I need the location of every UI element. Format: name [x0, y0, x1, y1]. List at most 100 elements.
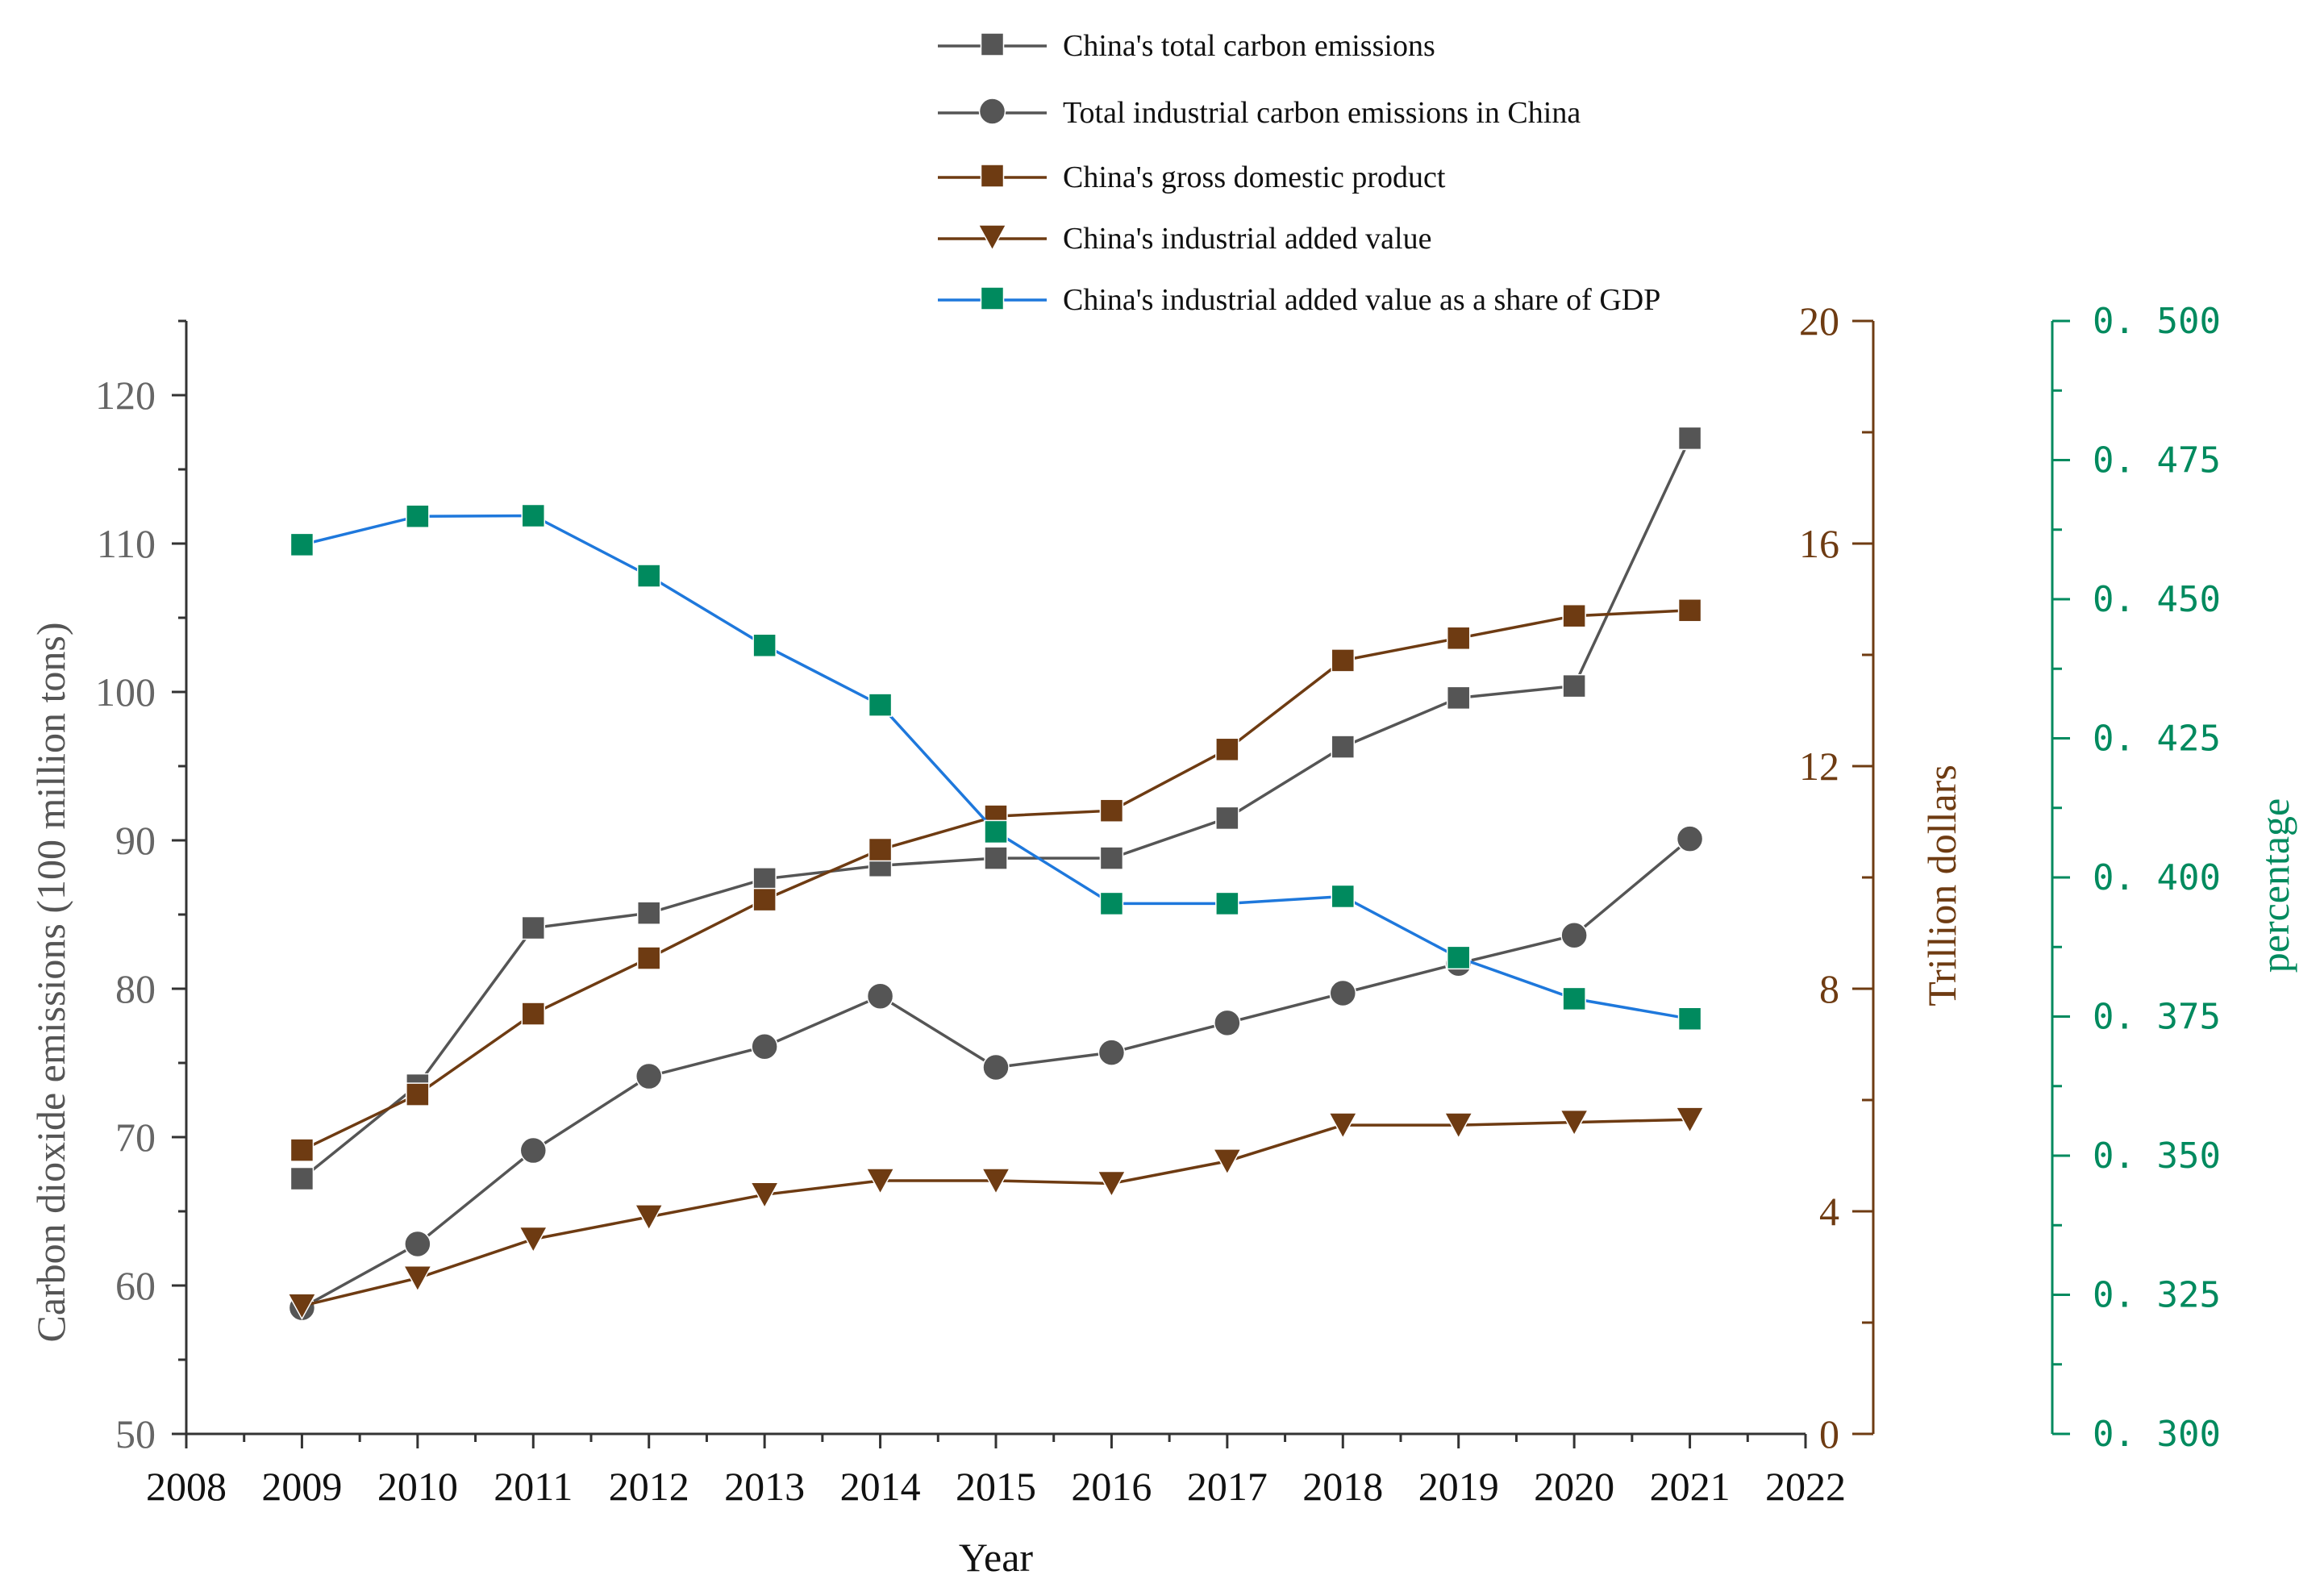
dollars-axis-tick-label: 20 [1799, 298, 1839, 344]
right-axis-title-percentage: percentage [2252, 798, 2297, 973]
data-point [1677, 426, 1702, 451]
data-point [404, 1230, 431, 1258]
dollars-axis-tick-label: 12 [1799, 744, 1839, 789]
data-point [1331, 648, 1356, 673]
data-point [634, 1204, 664, 1231]
data-point [636, 946, 661, 970]
data-point [519, 1226, 548, 1254]
data-point [1562, 673, 1586, 698]
data-point [1215, 737, 1239, 762]
series-line [301, 514, 1690, 1021]
legend-label: Total industrial carbon emissions in Chi… [1063, 96, 1581, 130]
data-point [1562, 603, 1586, 628]
data-point [635, 1062, 663, 1090]
left-axis-tick-label: 120 [95, 373, 156, 418]
series-5 [289, 503, 1702, 1031]
data-point [1676, 825, 1704, 852]
legend-item: China's gross domestic product [938, 160, 1446, 194]
left-axis-tick-label: 70 [115, 1115, 156, 1160]
data-point [1443, 1112, 1473, 1140]
legend-item: China's industrial added value as a shar… [938, 283, 1660, 317]
data-point [984, 846, 1008, 870]
data-point [1446, 945, 1471, 970]
data-point [521, 503, 546, 528]
percentage-axis-tick-label: 0. 375 [2093, 997, 2221, 1038]
dollars-axis-tick-label: 0 [1819, 1411, 1839, 1456]
data-point [519, 1136, 548, 1165]
data-point [751, 1033, 778, 1061]
data-point [1331, 735, 1356, 759]
x-axis-tick-label: 2015 [956, 1464, 1036, 1509]
data-point [1097, 1170, 1127, 1198]
data-point [749, 1181, 780, 1209]
data-point [1099, 846, 1124, 870]
series-3 [289, 598, 1702, 1162]
series [287, 426, 1705, 1322]
left-axis-tick-label: 80 [115, 966, 156, 1011]
right-axis-title-dollars: Trillion dollars [1919, 765, 1964, 1006]
data-point [1560, 922, 1588, 949]
percentage-axis-tick-label: 0. 425 [2093, 719, 2221, 760]
legend-label: China's industrial added value as a shar… [1063, 283, 1660, 317]
data-point [1328, 1112, 1358, 1140]
legend-label: China's total carbon emissions [1063, 29, 1435, 63]
dollars-axis-tick-label: 16 [1799, 521, 1839, 566]
data-point [289, 532, 314, 557]
x-axis-tick-label: 2021 [1650, 1464, 1731, 1509]
data-point [287, 1293, 317, 1320]
data-point [981, 1168, 1011, 1195]
legend-marker [980, 286, 1005, 310]
percentage-axis-tick-label: 0. 450 [2093, 579, 2221, 620]
x-axis-tick-label: 2022 [1765, 1464, 1846, 1509]
x-axis-tick-label: 2020 [1534, 1464, 1614, 1509]
series-4 [287, 1106, 1705, 1320]
data-point [1446, 626, 1471, 651]
data-point [1677, 598, 1702, 623]
data-point [1446, 685, 1471, 710]
data-point [1215, 806, 1239, 831]
legend-marker [980, 32, 1005, 56]
data-point [521, 915, 546, 940]
x-axis-tick-label: 2012 [609, 1464, 689, 1509]
percentage-axis-tick-label: 0. 350 [2093, 1136, 2221, 1177]
data-point [1675, 1106, 1705, 1134]
data-point [1099, 798, 1124, 823]
series-line [301, 1118, 1690, 1308]
left-axis-tick-label: 60 [115, 1263, 156, 1308]
x-axis-tick-label: 2019 [1418, 1464, 1499, 1509]
data-point [636, 564, 661, 588]
series-2 [288, 825, 1704, 1322]
dollars-axis-tick-label: 4 [1819, 1189, 1839, 1234]
data-point [1098, 1039, 1126, 1066]
data-point [402, 1265, 433, 1293]
data-point [1331, 884, 1356, 909]
data-point [521, 1002, 546, 1026]
x-axis-tick-label: 2016 [1071, 1464, 1152, 1509]
legend-item: China's industrial added value [938, 222, 1431, 256]
x-axis-tick-label: 2017 [1187, 1464, 1268, 1509]
data-point [1215, 891, 1239, 916]
data-point [866, 982, 894, 1010]
percentage-axis-tick-label: 0. 300 [2093, 1414, 2221, 1455]
legend-label: China's industrial added value [1063, 222, 1431, 256]
data-point [636, 901, 661, 925]
x-axis-tick-label: 2014 [840, 1464, 921, 1509]
percentage-axis-tick-label: 0. 325 [2093, 1275, 2221, 1316]
percentage-axis-tick-label: 0. 475 [2093, 440, 2221, 481]
data-point [752, 633, 777, 658]
x-axis-tick-label: 2018 [1302, 1464, 1383, 1509]
legend: China's total carbon emissions Total indu… [938, 29, 1660, 317]
x-axis-tick-label: 2008 [146, 1464, 227, 1509]
data-point [289, 1166, 314, 1191]
data-point [982, 1053, 1010, 1081]
x-axis-tick-label: 2009 [261, 1464, 342, 1509]
legend-item: China's total carbon emissions [938, 29, 1435, 63]
x-axis-tick-label: 2013 [724, 1464, 805, 1509]
x-axis-title: Year [959, 1535, 1033, 1580]
data-point [1214, 1009, 1241, 1037]
percentage-axis-tick-label: 0. 400 [2093, 857, 2221, 898]
data-point [406, 504, 430, 528]
data-point [865, 1168, 895, 1195]
data-point [406, 1082, 430, 1106]
